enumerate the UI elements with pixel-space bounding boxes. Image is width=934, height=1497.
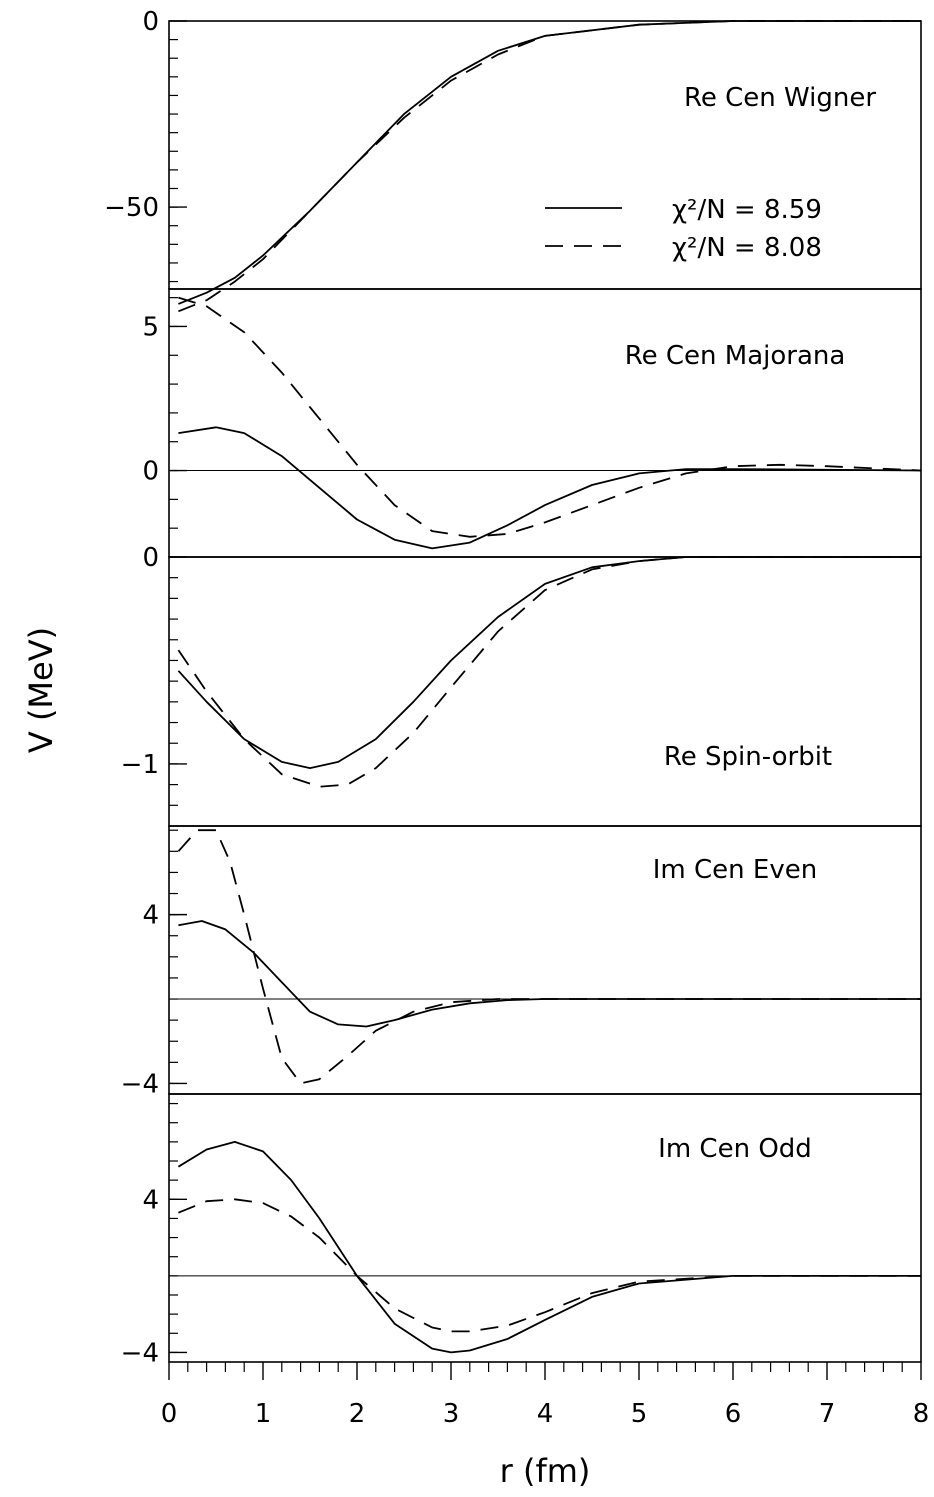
panel-4: 4 −4 Im Cen Even	[121, 825, 922, 1099]
y-tick-label: −4	[121, 1069, 159, 1099]
panel-frame	[168, 288, 922, 558]
series-dashed-line	[177, 556, 921, 788]
x-tick-label: 4	[537, 1399, 554, 1429]
y-tick-label: 0	[142, 7, 159, 37]
y-axis-label: V (MeV)	[22, 627, 60, 753]
legend-dashed-label: χ²/N = 8.08	[672, 233, 822, 263]
y-tick-label: 5	[142, 312, 159, 342]
series-solid-line	[177, 556, 921, 769]
panel-3: 0 −1 Re Spin-orbit	[121, 543, 922, 827]
x-tick-label: 3	[443, 1399, 460, 1429]
series-solid-line	[178, 920, 921, 1028]
y-tick-label: −50	[104, 193, 159, 223]
panel-title: Re Spin-orbit	[664, 742, 832, 772]
y-tick-label: −1	[121, 750, 159, 780]
x-tick-label: 6	[725, 1399, 742, 1429]
y-tick-label: 4	[142, 901, 159, 931]
panel-2: 5 0 Re Cen Majorana	[142, 288, 922, 558]
y-tick-label: −4	[121, 1338, 159, 1368]
x-tick-label: 2	[349, 1399, 366, 1429]
panel-1: 0 −50 Re Cen Wigner	[104, 7, 922, 313]
series-dashed-line	[178, 20, 921, 313]
x-tick-label: 8	[913, 1399, 930, 1429]
y-tick-label: 4	[142, 1185, 159, 1215]
series-dashed-line	[178, 296, 922, 538]
legend: χ²/N = 8.59 χ²/N = 8.08	[545, 195, 822, 263]
series-solid-line	[178, 426, 922, 550]
x-tick-label: 7	[819, 1399, 836, 1429]
x-tick-label: 1	[255, 1399, 272, 1429]
x-tick-label: 5	[631, 1399, 648, 1429]
panels: 0 −50 Re Cen Wigner 5 0 Re Cen Majorana 0 −1 Re …	[104, 7, 922, 1368]
legend-solid-label: χ²/N = 8.59	[672, 195, 822, 225]
panel-title: Re Cen Wigner	[684, 83, 876, 113]
series-dashed-line	[177, 829, 921, 1085]
series-dashed-line	[178, 1198, 921, 1333]
x-tick-label: 0	[161, 1399, 178, 1429]
panel-title: Im Cen Odd	[658, 1134, 812, 1164]
panel-5: 4 −4 Im Cen Odd	[121, 1093, 922, 1368]
panel-title: Re Cen Majorana	[625, 341, 846, 371]
y-tick-label: 0	[142, 543, 159, 573]
x-axis-label: r (fm)	[500, 1452, 591, 1490]
series-solid-line	[177, 1141, 921, 1354]
panel-frame	[168, 556, 922, 827]
x-axis: 0 1 2 3 4 5 6 7 8	[161, 1362, 930, 1429]
y-tick-label: 0	[142, 457, 159, 487]
panel-title: Im Cen Even	[653, 855, 817, 885]
